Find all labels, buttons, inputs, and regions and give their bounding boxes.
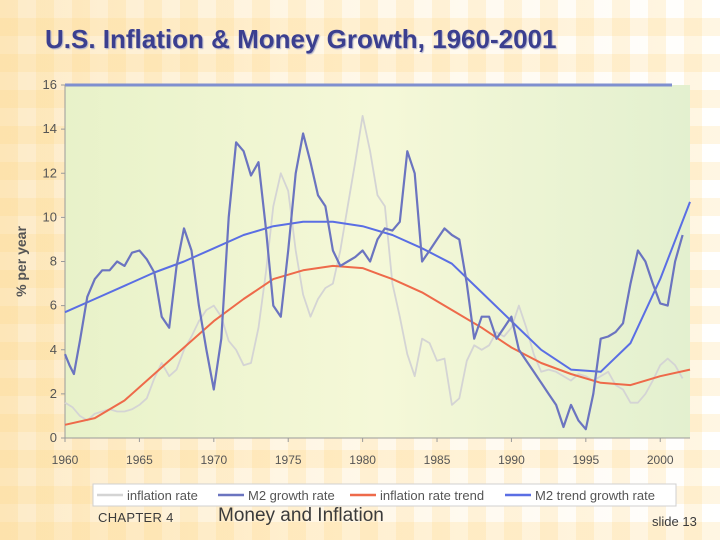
legend-label: M2 trend growth rate — [535, 488, 655, 503]
m2-growth-rate-line — [63, 132, 684, 431]
inflation-rate-trend-line — [64, 264, 691, 426]
slide-number: slide 13 — [652, 514, 697, 529]
x-tick-label: 1990 — [498, 453, 525, 467]
slide-title: U.S. Inflation & Money Growth, 1960-2001 — [45, 24, 557, 54]
y-axis-label: % per year — [13, 226, 29, 297]
m2-trend-growth-rate-line — [64, 201, 691, 373]
y-tick-label: 14 — [43, 121, 57, 136]
y-tick-label: 16 — [43, 77, 57, 92]
y-tick-label: 4 — [50, 342, 57, 357]
y-tick-label: 10 — [43, 209, 57, 224]
x-tick-label: 1960 — [52, 453, 79, 467]
y-tick-label: 8 — [50, 254, 57, 269]
legend-box — [92, 483, 677, 507]
x-tick-label: 2000 — [647, 453, 674, 467]
chapter-topic: Money and Inflation — [218, 505, 384, 526]
inflation-rate-line — [64, 115, 684, 422]
legend-label: inflation rate trend — [380, 488, 484, 503]
y-tick-label: 2 — [50, 386, 57, 401]
legend-label: inflation rate — [127, 488, 198, 503]
chapter-label: CHAPTER 4 — [98, 510, 174, 525]
x-tick-label: 1975 — [275, 453, 302, 467]
x-tick-label: 1970 — [200, 453, 227, 467]
x-tick-label: 1985 — [424, 453, 451, 467]
legend-label: M2 growth rate — [248, 488, 335, 503]
y-tick-label: 0 — [50, 430, 57, 445]
plot-area — [65, 85, 690, 438]
x-tick-label: 1965 — [126, 453, 153, 467]
y-tick-label: 6 — [50, 298, 57, 313]
x-tick-label: 1980 — [349, 453, 376, 467]
y-tick-label: 12 — [43, 165, 57, 180]
x-tick-label: 1995 — [572, 453, 599, 467]
